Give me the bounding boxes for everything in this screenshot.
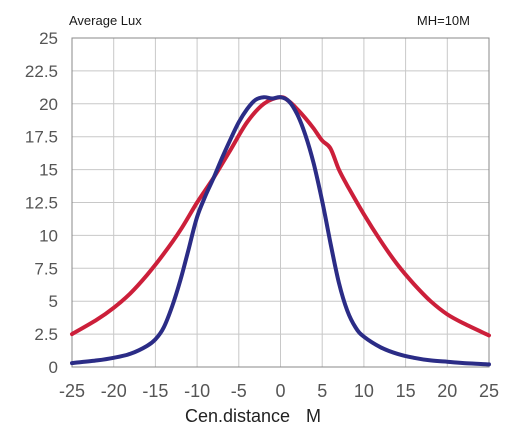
y-tick-labels: 0 2.5 5 7.5 10 12.5 15 17.5 20 22.5 25 [25, 29, 58, 377]
y-tick-label: 17.5 [25, 128, 58, 147]
x-tick-label: -10 [184, 381, 210, 401]
x-tick-label: -15 [142, 381, 168, 401]
y-tick-label: 10 [39, 226, 58, 245]
x-tick-label: 0 [275, 381, 285, 401]
x-tick-label: 5 [317, 381, 327, 401]
x-tick-label: 15 [396, 381, 416, 401]
y-tick-label: 25 [39, 29, 58, 48]
mh-annotation: MH=10M [417, 13, 470, 28]
plot-frame [71, 37, 490, 368]
y-tick-label: 22.5 [25, 62, 58, 81]
series-lines [70, 95, 491, 367]
y-tick-label: 2.5 [34, 325, 58, 344]
x-tick-label: 25 [479, 381, 499, 401]
x-axis-label-text: Cen.distance [185, 406, 290, 426]
y-tick-label: 7.5 [34, 259, 58, 278]
y-tick-label: 5 [49, 292, 58, 311]
x-tick-labels: -25 -20 -15 -10 -5 0 5 10 15 20 25 [59, 381, 499, 401]
x-axis-unit: M [306, 406, 321, 426]
series-line-2 [70, 95, 491, 367]
series-line-1 [70, 95, 491, 338]
x-tick-label: 10 [354, 381, 374, 401]
chart-title: Average Lux [69, 13, 142, 28]
x-tick-label: -20 [101, 381, 127, 401]
y-tick-label: 15 [39, 161, 58, 180]
x-tick-label: -5 [231, 381, 247, 401]
grid-lines [71, 37, 490, 368]
y-tick-label: 12.5 [25, 194, 58, 213]
x-tick-label: 20 [437, 381, 457, 401]
y-tick-label: 0 [49, 358, 58, 377]
y-tick-label: 20 [39, 95, 58, 114]
x-tick-label: -25 [59, 381, 85, 401]
x-axis-label: Cen.distance M [185, 406, 321, 426]
